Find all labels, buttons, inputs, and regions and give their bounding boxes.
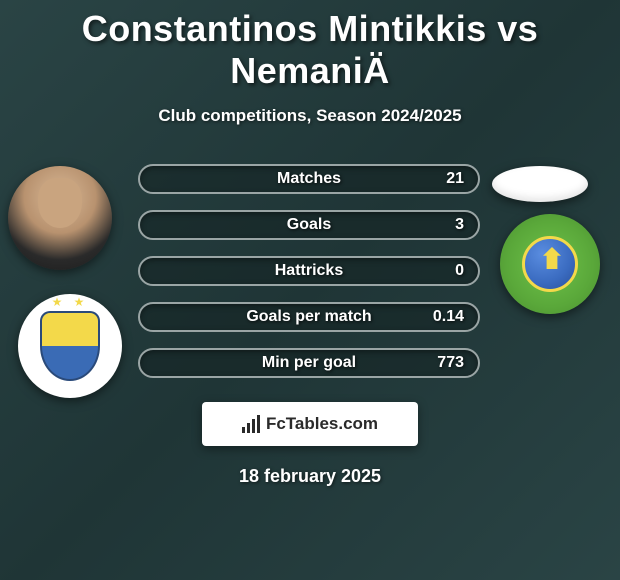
stat-value: 21 (446, 170, 464, 188)
stat-value: 773 (437, 354, 464, 372)
stat-bar-goals-per-match: Goals per match 0.14 (138, 302, 480, 332)
date-label: 18 february 2025 (0, 466, 620, 487)
ball-castle-icon (522, 236, 578, 292)
comparison-panel: Matches 21 Goals 3 Hattricks 0 Goals per… (0, 164, 620, 394)
player-right-avatar (492, 166, 588, 202)
stat-label: Hattricks (275, 262, 343, 280)
stat-value: 0.14 (433, 308, 464, 326)
stat-bars: Matches 21 Goals 3 Hattricks 0 Goals per… (138, 164, 480, 394)
club-left-badge (18, 294, 122, 398)
branding-text: FcTables.com (266, 414, 378, 434)
shield-icon (40, 311, 100, 381)
stat-label: Goals (287, 216, 331, 234)
stat-bar-matches: Matches 21 (138, 164, 480, 194)
club-right-badge (500, 214, 600, 314)
stat-bar-hattricks: Hattricks 0 (138, 256, 480, 286)
stat-value: 0 (455, 262, 464, 280)
stat-label: Matches (277, 170, 341, 188)
stat-bar-min-per-goal: Min per goal 773 (138, 348, 480, 378)
bar-chart-icon (242, 415, 260, 433)
stat-label: Goals per match (246, 308, 371, 326)
branding-badge: FcTables.com (202, 402, 418, 446)
subtitle: Club competitions, Season 2024/2025 (0, 106, 620, 126)
stat-value: 3 (455, 216, 464, 234)
stat-label: Min per goal (262, 354, 356, 372)
stat-bar-goals: Goals 3 (138, 210, 480, 240)
player-left-avatar (8, 166, 112, 270)
page-title: Constantinos Mintikkis vs NemaniÄ (0, 0, 620, 92)
